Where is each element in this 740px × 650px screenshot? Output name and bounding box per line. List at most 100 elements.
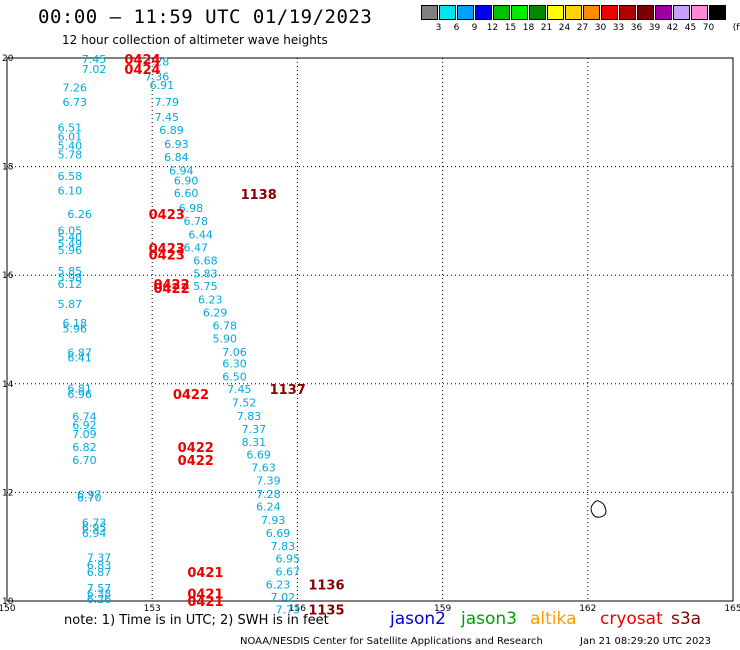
wave-height-label: 6.68: [193, 255, 218, 268]
pass-time-label: 1138: [241, 188, 277, 203]
scale-label: 24: [558, 23, 571, 33]
scale-swatch: [493, 5, 510, 20]
scale-swatch: [655, 5, 672, 20]
wave-height-label: 7.83: [271, 540, 296, 553]
wave-height-label: 6.78: [213, 320, 238, 333]
wave-height-label: 6.91: [150, 79, 175, 92]
wave-height-label: 7.37: [242, 423, 267, 436]
wave-height-label: 6.44: [188, 228, 213, 241]
wave-height-label: 6.01: [58, 131, 83, 144]
wave-height-label: 5.75: [193, 280, 218, 293]
pass-time-label: 0423: [149, 242, 185, 257]
scale-label: 3: [435, 23, 442, 33]
island-outline: [590, 500, 607, 518]
wave-height-label: 5.49: [58, 238, 83, 251]
satellite-jason2: jason2: [390, 609, 446, 629]
wave-height-label: 6.47: [184, 242, 209, 255]
scale-label: 33: [612, 23, 625, 33]
scale-unit: (ft): [732, 23, 740, 33]
scale-label: 21: [540, 23, 553, 33]
wave-height-label: 8.31: [242, 436, 267, 449]
wave-height-label: 7.02: [271, 591, 296, 604]
wave-height-label: 6.18: [63, 317, 88, 330]
pass-time-label: 0423: [149, 249, 185, 264]
wave-height-label: 7.28: [145, 55, 170, 68]
wave-height-label: 6.87: [87, 566, 112, 579]
wave-height-label: 6.73: [82, 516, 107, 529]
wave-height-label: 6.50: [222, 371, 247, 384]
wave-height-label: 7.73: [275, 604, 300, 617]
pass-time-label: 0422: [173, 388, 209, 403]
wave-height-label: 6.60: [174, 187, 199, 200]
wave-height-label: 6.82: [72, 441, 97, 454]
wave-height-label: 5.40: [58, 231, 83, 244]
scale-swatch: [475, 5, 492, 20]
wave-height-label: 5.96: [58, 244, 83, 257]
wave-height-label: 6.41: [67, 352, 92, 365]
scale-label: 30: [594, 23, 607, 33]
pass-time-label: 0422: [153, 282, 189, 297]
wave-height-label: 6.94: [82, 527, 107, 540]
wave-height-label: 7.45: [82, 53, 107, 66]
scale-label: 12: [486, 23, 499, 33]
wave-height-label: 6.98: [179, 202, 204, 215]
generated-timestamp: Jan 21 08:29:20 UTC 2023: [580, 636, 712, 647]
satellite-altika: altika: [530, 609, 577, 629]
scale-swatch: [637, 5, 654, 20]
wave-height-label: 6.73: [63, 96, 88, 109]
pass-time-label: 1135: [308, 604, 344, 619]
pass-time-label: 0421: [187, 566, 223, 581]
wave-height-label: 7.63: [251, 461, 276, 474]
wave-height-label: 5.90: [213, 333, 238, 346]
wave-height-label: 6.84: [164, 151, 189, 164]
pass-time-label: 0424: [124, 53, 160, 68]
wave-height-label: 7.37: [87, 552, 112, 565]
wave-height-label: 7.45: [154, 111, 179, 124]
x-tick-label: 150: [0, 604, 16, 614]
wave-height-label: 7.09: [72, 428, 97, 441]
wave-height-label: 6.51: [58, 122, 83, 135]
wave-height-label: 7.28: [256, 488, 281, 501]
scale-swatch: [511, 5, 528, 20]
scale-swatch: [709, 5, 726, 20]
scale-swatch: [673, 5, 690, 20]
scale-swatch: [547, 5, 564, 20]
wave-height-label: 7.93: [261, 514, 286, 527]
wave-height-label: 6.12: [58, 278, 83, 291]
x-tick-label: 162: [579, 604, 596, 614]
wave-height-label: 7.36: [145, 70, 170, 83]
scale-swatch: [529, 5, 546, 20]
y-tick-label: 20: [2, 54, 14, 64]
y-tick-label: 10: [2, 597, 14, 607]
wave-height-label: 6.74: [72, 410, 97, 423]
wave-height-label: 7.52: [232, 396, 257, 409]
y-tick-label: 16: [2, 271, 14, 281]
wave-height-label: 6.95: [275, 553, 300, 566]
pass-time-label: 0422: [178, 441, 214, 456]
chart-title: 00:00 – 11:59 UTC 01/19/2023: [38, 6, 373, 28]
chart-subtitle: 12 hour collection of altimeter wave hei…: [62, 33, 328, 47]
scale-swatch: [691, 5, 708, 20]
x-tick-label: 165: [724, 604, 740, 614]
wave-height-label: 6.10: [58, 184, 83, 197]
scale-label: 9: [471, 23, 478, 33]
scale-label: 39: [648, 23, 661, 33]
wave-height-label: 7.83: [237, 410, 262, 423]
wave-height-label: 6.96: [67, 388, 92, 401]
scale-label: 70: [702, 23, 715, 33]
pass-time-label: 0422: [153, 278, 189, 293]
scale-label: 6: [453, 23, 460, 33]
wave-height-label: 5.40: [58, 139, 83, 152]
wave-height-label: 7.26: [63, 81, 88, 94]
scale-label: 45: [684, 23, 697, 33]
scale-swatch: [601, 5, 618, 20]
wave-height-label: 6.23: [198, 294, 223, 307]
wave-height-label: 6.70: [72, 454, 97, 467]
plot-frame: [6, 57, 734, 602]
pass-time-label: 1136: [308, 579, 344, 594]
scale-swatch: [457, 5, 474, 20]
x-tick-label: 153: [144, 604, 161, 614]
pass-time-label: 1137: [270, 383, 306, 398]
scale-label: 18: [522, 23, 535, 33]
